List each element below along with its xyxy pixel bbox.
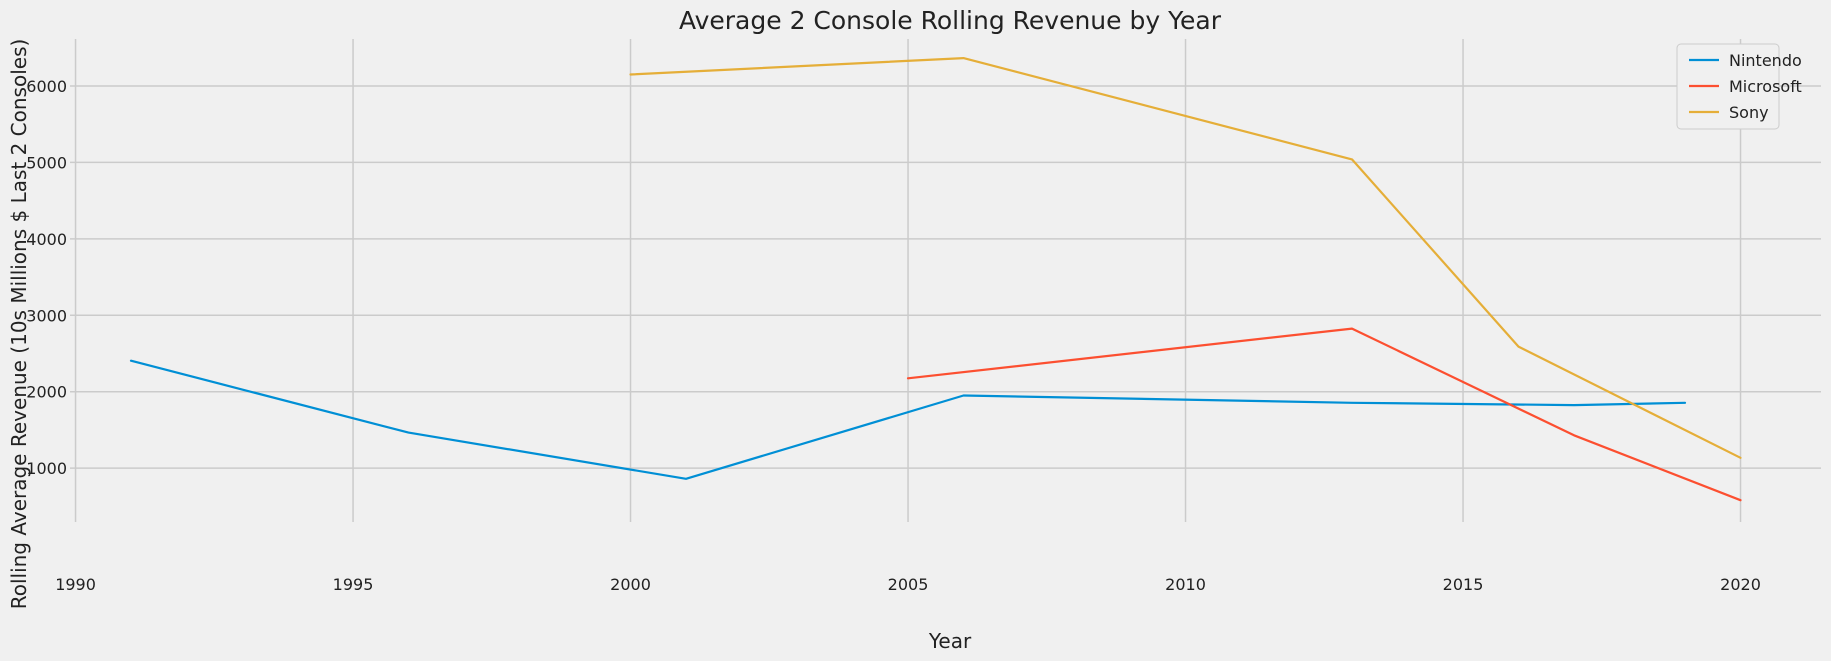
y-tick-label: 4000	[26, 230, 67, 249]
y-tick-label: 3000	[26, 306, 67, 325]
legend-box	[1676, 43, 1780, 130]
x-axis-label: Year	[928, 629, 972, 653]
y-tick-label: 5000	[26, 153, 67, 172]
chart-title: Average 2 Console Rolling Revenue by Yea…	[679, 6, 1222, 35]
legend-label-nintendo: Nintendo	[1729, 51, 1802, 70]
axis-ticks: 1990 1995 2000 2005 2010 2015 2020 1000 2000 3000…	[26, 77, 1761, 594]
x-tick-label: 2000	[610, 575, 651, 594]
sony-line	[629, 56, 1742, 459]
y-tick-label: 2000	[26, 383, 67, 402]
x-tick-label: 2015	[1443, 575, 1484, 594]
y-tick-label: 1000	[26, 459, 67, 478]
x-tick-label: 2010	[1165, 575, 1206, 594]
x-tick-label: 1995	[333, 575, 374, 594]
microsoft-line	[906, 327, 1742, 502]
x-tick-label: 2020	[1720, 575, 1761, 594]
legend-label-sony: Sony	[1729, 103, 1769, 122]
y-axis-label: Rolling Average Revenue (10s Millions $ …	[7, 39, 31, 610]
nintendo-line	[129, 359, 1687, 480]
legend: Nintendo Microsoft Sony	[1676, 43, 1802, 130]
y-tick-label: 6000	[26, 77, 67, 96]
x-tick-label: 1990	[55, 575, 96, 594]
grid	[70, 39, 1821, 522]
series-lines	[129, 56, 1742, 502]
x-tick-label: 2005	[888, 575, 929, 594]
legend-label-microsoft: Microsoft	[1729, 77, 1802, 96]
